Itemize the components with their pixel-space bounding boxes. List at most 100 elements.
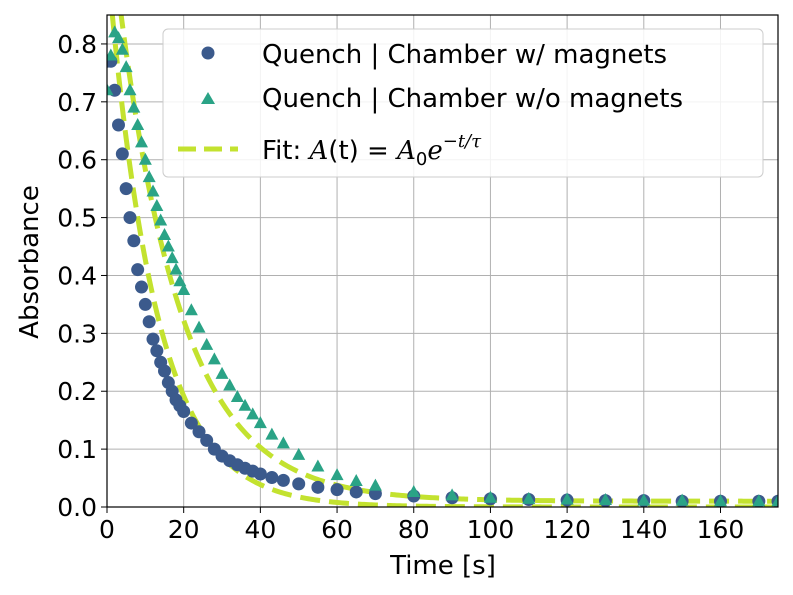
data-point-with-magnets <box>177 404 191 418</box>
x-axis-label: Time [s] <box>389 551 496 581</box>
legend-marker-triangle <box>201 92 215 104</box>
data-point-without-magnets <box>483 490 497 503</box>
legend-box <box>162 28 764 178</box>
legend-marker-circle <box>201 46 215 60</box>
data-point-without-magnets <box>522 491 536 504</box>
data-point-without-magnets <box>349 473 363 486</box>
data-point-with-magnets <box>158 364 172 378</box>
data-point-without-magnets <box>119 60 133 73</box>
plot-area <box>107 15 778 507</box>
legend-entry-with-magnets: Quench | Chamber w/ magnets <box>262 40 667 70</box>
x-tick-label: 20 <box>168 515 200 544</box>
data-point-without-magnets <box>150 199 164 212</box>
data-point-with-magnets <box>146 332 160 346</box>
fit-lines <box>109 15 778 507</box>
legend-entry-fit: Fit: A(t) = A0e−t/τ <box>262 131 482 170</box>
plot-frame <box>106 14 779 508</box>
x-tick-label: 60 <box>321 515 353 544</box>
data-point-without-magnets <box>123 83 137 96</box>
data-point-without-magnets <box>207 352 221 365</box>
data-point-with-magnets <box>292 477 306 491</box>
data-point-without-magnets <box>637 493 651 506</box>
data-point-without-magnets <box>238 398 252 411</box>
legend-entry-without-magnets: Quench | Chamber w/o magnets <box>262 84 683 114</box>
y-tick-label: 0.6 <box>57 146 97 175</box>
data-point-without-magnets <box>115 42 129 55</box>
x-tick-label: 40 <box>244 515 276 544</box>
data-point-with-magnets <box>276 473 290 487</box>
data-point-without-magnets <box>154 213 168 226</box>
data-point-without-magnets <box>112 31 126 44</box>
data-point-without-magnets <box>131 117 145 130</box>
data-point-with-magnets <box>349 485 363 499</box>
data-point-with-magnets <box>127 234 141 248</box>
x-tick-label: 100 <box>467 515 515 544</box>
data-point-without-magnets <box>223 378 237 391</box>
data-point-with-magnets <box>253 467 267 481</box>
y-tick-label: 0.4 <box>57 261 97 290</box>
data-point-without-magnets <box>752 494 766 507</box>
data-point-without-magnets <box>177 282 191 295</box>
x-tick-label: 80 <box>398 515 430 544</box>
data-point-with-magnets <box>131 263 145 277</box>
y-tick-label: 0.5 <box>57 204 97 233</box>
y-tick-label: 0.3 <box>57 319 97 348</box>
data-point-without-magnets <box>165 251 179 264</box>
data-point-without-magnets <box>135 135 149 148</box>
data-point-with-magnets <box>135 280 149 294</box>
data-point-without-magnets <box>127 100 141 113</box>
data-point-with-magnets <box>150 344 164 358</box>
data-point-without-magnets <box>253 416 267 429</box>
data-point-without-magnets <box>311 459 325 472</box>
data-point-with-magnets <box>119 182 133 196</box>
data-point-without-magnets <box>138 152 152 165</box>
data-point-without-magnets <box>215 366 229 379</box>
data-point-without-magnets <box>200 337 214 350</box>
data-point-with-magnets <box>184 416 198 430</box>
y-tick-label: 0.1 <box>57 435 97 464</box>
data-point-without-magnets <box>276 436 290 449</box>
data-point-with-magnets <box>142 315 156 329</box>
data-point-without-magnets <box>184 303 198 316</box>
data-point-without-magnets <box>407 484 421 497</box>
data-point-without-magnets <box>445 488 459 501</box>
data-point-without-magnets <box>265 427 279 440</box>
data-point-without-magnets <box>246 407 260 420</box>
data-point-without-magnets <box>598 493 612 506</box>
data-point-without-magnets <box>368 478 382 491</box>
data-point-without-magnets <box>169 262 183 275</box>
data-point-without-magnets <box>158 227 172 240</box>
y-axis-ticks: 0.0 0.1 0.2 0.3 0.4 0.5 0.6 0.7 0.8 <box>57 30 107 522</box>
y-tick-label: 0.0 <box>57 493 97 522</box>
y-tick-label: 0.2 <box>57 377 97 406</box>
x-axis-ticks: 0 20 40 60 80 100 120 140 160 <box>99 507 744 544</box>
data-point-without-magnets <box>173 274 187 287</box>
data-point-without-magnets <box>230 390 244 403</box>
data-point-without-magnets <box>771 494 778 507</box>
data-point-without-magnets <box>675 493 689 506</box>
data-point-with-magnets <box>115 147 129 161</box>
data-point-without-magnets <box>107 83 114 96</box>
data-point-with-magnets <box>311 480 325 494</box>
x-tick-label: 0 <box>99 515 115 544</box>
data-point-without-magnets <box>142 170 156 183</box>
x-tick-label: 120 <box>543 515 591 544</box>
data-point-with-magnets <box>138 297 152 311</box>
x-tick-label: 160 <box>697 515 745 544</box>
data-point-with-magnets <box>112 118 126 132</box>
data-point-without-magnets <box>146 184 160 197</box>
data-point-with-magnets <box>123 211 137 225</box>
data-point-without-magnets <box>330 468 344 481</box>
x-tick-label: 140 <box>620 515 668 544</box>
y-axis-label: Absorbance <box>15 185 45 339</box>
data-point-without-magnets <box>107 48 118 61</box>
y-tick-label: 0.7 <box>57 88 97 117</box>
data-point-with-magnets <box>192 425 206 439</box>
data-point-without-magnets <box>292 447 306 460</box>
data-point-without-magnets <box>192 320 206 333</box>
data-point-with-magnets <box>200 433 214 447</box>
data-point-without-magnets <box>713 494 727 507</box>
data-point-without-magnets <box>560 492 574 505</box>
y-tick-label: 0.8 <box>57 30 97 59</box>
fit-line-2 <box>118 15 778 504</box>
